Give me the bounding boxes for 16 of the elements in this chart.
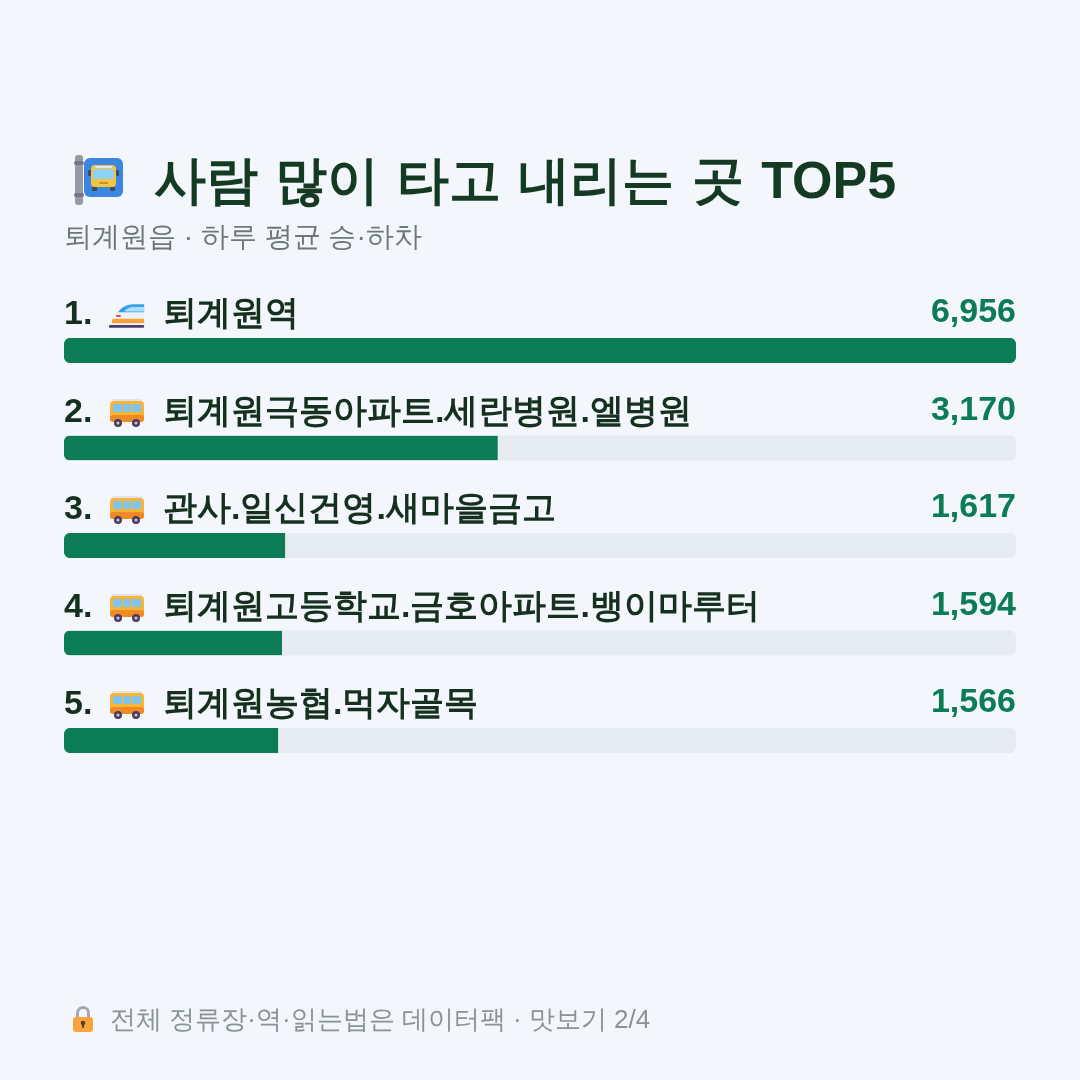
category-label: 1. 퇴계원역	[64, 293, 299, 331]
data-label: 1,594	[930, 583, 1017, 622]
data-label: 1,617	[930, 486, 1016, 524]
bar	[64, 630, 283, 656]
bar	[64, 533, 286, 558]
data-label: 3,170	[930, 388, 1016, 427]
text: 전체 정류장·역·읽는법은 데이터팩 · 맛보기 2/4	[110, 1003, 651, 1036]
chart-title: 사람 많이 타고 내리는 곳 TOP5	[154, 151, 897, 209]
data-label: 1,566	[930, 681, 1016, 719]
data-label: 6,956	[930, 291, 1016, 329]
chart-subtitle: 퇴계원읍 · 하루 평균 승·하차	[64, 220, 422, 254]
category-label: 5. 퇴계원농협.먹자골목	[64, 683, 479, 721]
bar	[64, 728, 279, 753]
category-label: 2. 퇴계원극동아파트.세란병원.엘병원	[64, 390, 692, 429]
category-label: 3. 관사.일신건영.새마을금고	[64, 488, 556, 526]
category-label: 4. 퇴계원고등학교.금호아파트.뱅이마루터	[64, 585, 760, 624]
